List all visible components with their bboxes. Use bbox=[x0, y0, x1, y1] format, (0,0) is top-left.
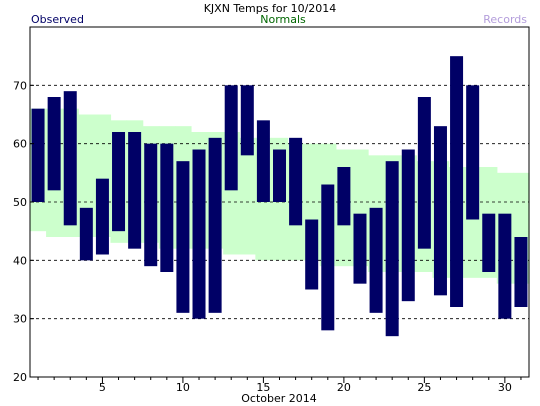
observed-bar-day-12 bbox=[208, 137, 222, 313]
observed-bar-day-6 bbox=[112, 132, 126, 232]
x-tick-label-30: 30 bbox=[498, 381, 512, 394]
observed-bar-day-18 bbox=[305, 219, 319, 290]
y-tick-label-30: 30 bbox=[13, 313, 27, 326]
observed-bar-day-31 bbox=[514, 237, 528, 307]
legend-normals: Normals bbox=[260, 13, 306, 26]
observed-bar-day-30 bbox=[498, 213, 512, 319]
x-tick-label-25: 25 bbox=[417, 381, 431, 394]
observed-bar-day-28 bbox=[466, 85, 480, 220]
observed-bar-day-9 bbox=[160, 143, 174, 272]
observed-bar-day-29 bbox=[482, 213, 496, 272]
y-tick-label-60: 60 bbox=[13, 138, 27, 151]
observed-bar-day-4 bbox=[79, 207, 93, 261]
x-axis-label: October 2014 bbox=[241, 392, 317, 405]
observed-bar-day-17 bbox=[289, 137, 303, 226]
x-tick-label-15: 15 bbox=[256, 381, 270, 394]
observed-bar-day-27 bbox=[450, 56, 464, 307]
x-tick-label-10: 10 bbox=[176, 381, 190, 394]
y-tick-label-70: 70 bbox=[13, 79, 27, 92]
observed-bar-day-13 bbox=[224, 85, 238, 191]
observed-bar-day-21 bbox=[353, 213, 367, 284]
axes: 20 30 40 50 60 70 5 10 15 20 25 30 bbox=[13, 79, 522, 394]
y-tick-label-20: 20 bbox=[13, 371, 27, 384]
y-tick-label-50: 50 bbox=[13, 196, 27, 209]
normal-range-day-14 bbox=[239, 137, 256, 255]
observed-bar-day-16 bbox=[273, 149, 286, 202]
observed-bar-day-10 bbox=[176, 161, 190, 313]
observed-bar-day-22 bbox=[369, 207, 383, 313]
normal-range-day-4 bbox=[78, 114, 95, 237]
chart-title: KJXN Temps for 10/2014 bbox=[204, 2, 337, 15]
observed-bar-day-25 bbox=[417, 97, 431, 249]
observed-bar-day-23 bbox=[385, 161, 399, 337]
observed-bar-day-5 bbox=[95, 178, 109, 255]
observed-bar-day-20 bbox=[337, 167, 351, 226]
observed-bar-day-2 bbox=[47, 97, 61, 191]
observed-bar-day-7 bbox=[128, 132, 142, 249]
observed-bar-day-19 bbox=[321, 184, 335, 331]
observed-bar-day-11 bbox=[192, 149, 206, 319]
observed-bar-day-1 bbox=[31, 108, 45, 202]
x-tick-label-20: 20 bbox=[337, 381, 351, 394]
x-tick-label-5: 5 bbox=[99, 381, 106, 394]
observed-bars bbox=[31, 56, 528, 337]
observed-bar-day-15 bbox=[256, 120, 270, 202]
observed-bar-day-14 bbox=[240, 85, 254, 156]
y-tick-label-40: 40 bbox=[13, 254, 27, 267]
legend-observed: Observed bbox=[31, 13, 84, 26]
legend-records: Records bbox=[483, 13, 527, 26]
observed-bar-day-26 bbox=[433, 126, 447, 296]
observed-bar-day-3 bbox=[63, 91, 77, 226]
observed-bar-day-8 bbox=[144, 143, 158, 267]
observed-bar-day-24 bbox=[401, 149, 415, 302]
